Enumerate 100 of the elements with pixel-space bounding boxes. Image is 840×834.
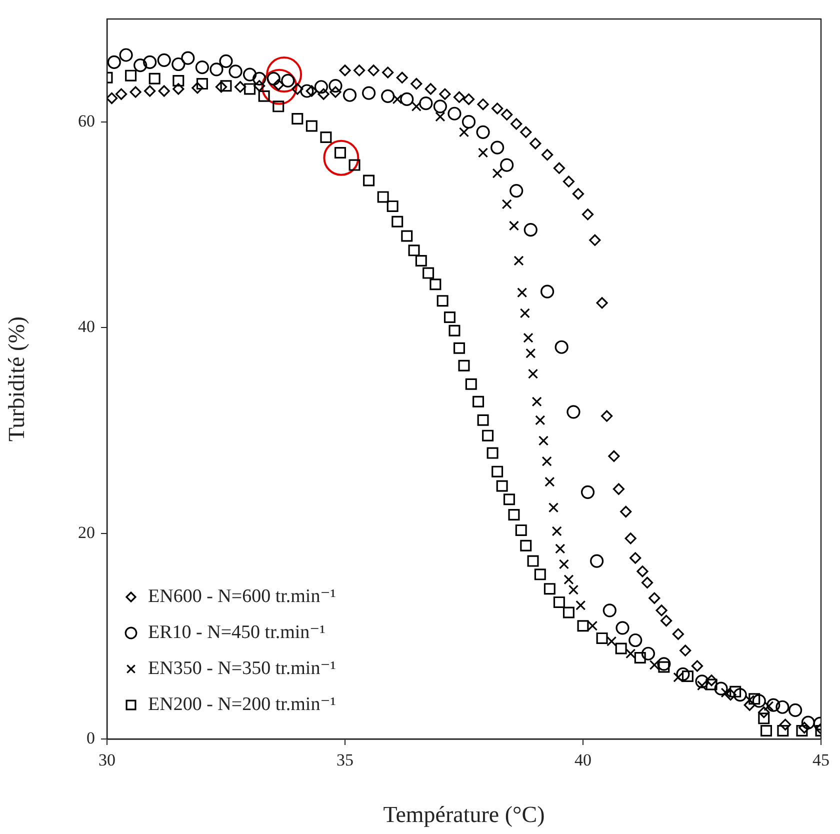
point xyxy=(439,88,451,100)
point xyxy=(330,86,342,98)
point xyxy=(515,524,527,536)
point xyxy=(266,72,280,86)
point xyxy=(706,678,718,690)
point xyxy=(548,502,559,513)
point xyxy=(258,90,270,102)
point xyxy=(601,410,613,422)
point xyxy=(320,132,332,144)
point xyxy=(363,174,375,186)
legend-label: EN600 - N=600 tr.min⁻¹ xyxy=(148,586,336,607)
point xyxy=(544,583,556,595)
point xyxy=(630,552,642,564)
point xyxy=(435,112,446,122)
point xyxy=(534,568,546,580)
point xyxy=(696,680,708,691)
point xyxy=(500,158,514,172)
point xyxy=(777,725,789,737)
point xyxy=(458,360,470,372)
point xyxy=(508,220,520,231)
legend-label: EN200 - N=200 tr.min⁻¹ xyxy=(148,694,336,715)
point xyxy=(562,176,575,188)
point xyxy=(535,415,546,426)
point xyxy=(444,312,456,324)
point xyxy=(553,596,565,608)
point xyxy=(657,657,671,671)
point xyxy=(424,83,436,95)
point xyxy=(606,636,617,646)
point xyxy=(419,96,433,110)
point xyxy=(523,332,534,343)
point xyxy=(292,113,304,125)
point xyxy=(261,68,298,105)
point xyxy=(272,100,284,112)
point xyxy=(392,216,404,228)
point xyxy=(542,456,552,466)
point xyxy=(517,288,528,298)
point xyxy=(300,84,314,98)
point xyxy=(766,698,780,712)
point xyxy=(691,660,704,672)
y-tick-label: 60 xyxy=(78,111,95,130)
point xyxy=(107,55,121,69)
point xyxy=(433,100,447,114)
point xyxy=(382,66,394,78)
point xyxy=(472,396,484,408)
point xyxy=(526,348,536,358)
point xyxy=(348,159,360,171)
point xyxy=(130,86,142,98)
point xyxy=(228,64,242,78)
point xyxy=(430,278,442,290)
point xyxy=(252,72,266,86)
point xyxy=(107,92,118,104)
point xyxy=(596,632,608,644)
point xyxy=(134,58,148,72)
point xyxy=(448,106,462,120)
point xyxy=(482,430,494,442)
point xyxy=(562,606,574,618)
point xyxy=(648,592,660,604)
point xyxy=(458,127,470,138)
point xyxy=(306,120,318,132)
legend-label: EN350 - N=350 tr.min⁻¹ xyxy=(148,658,336,679)
point xyxy=(220,80,232,92)
point xyxy=(477,98,489,110)
point xyxy=(554,340,568,354)
point xyxy=(492,168,502,178)
point xyxy=(566,405,580,419)
point xyxy=(636,566,648,578)
point xyxy=(323,140,360,176)
point xyxy=(682,670,694,682)
point xyxy=(408,244,420,256)
point xyxy=(292,83,304,95)
point xyxy=(411,101,422,112)
point xyxy=(788,703,802,717)
y-tick-label: 20 xyxy=(78,522,95,542)
point xyxy=(192,82,204,94)
point xyxy=(572,188,584,200)
point xyxy=(695,674,709,688)
point xyxy=(400,92,414,106)
point xyxy=(596,297,608,309)
point xyxy=(608,450,620,462)
point xyxy=(508,509,520,521)
point xyxy=(478,148,488,158)
point xyxy=(520,308,530,318)
point xyxy=(353,64,366,76)
point xyxy=(520,540,532,552)
point xyxy=(558,559,570,570)
point xyxy=(748,693,760,705)
point xyxy=(528,368,538,379)
point xyxy=(477,414,489,426)
point xyxy=(362,86,376,100)
point xyxy=(544,476,555,487)
point xyxy=(422,267,434,279)
point xyxy=(266,56,302,93)
point xyxy=(658,661,670,673)
x-tick-label: 40 xyxy=(574,750,592,770)
point xyxy=(492,466,504,478)
point xyxy=(158,85,170,97)
point xyxy=(680,644,692,656)
point xyxy=(615,642,627,654)
point xyxy=(490,140,504,154)
point xyxy=(314,80,328,94)
